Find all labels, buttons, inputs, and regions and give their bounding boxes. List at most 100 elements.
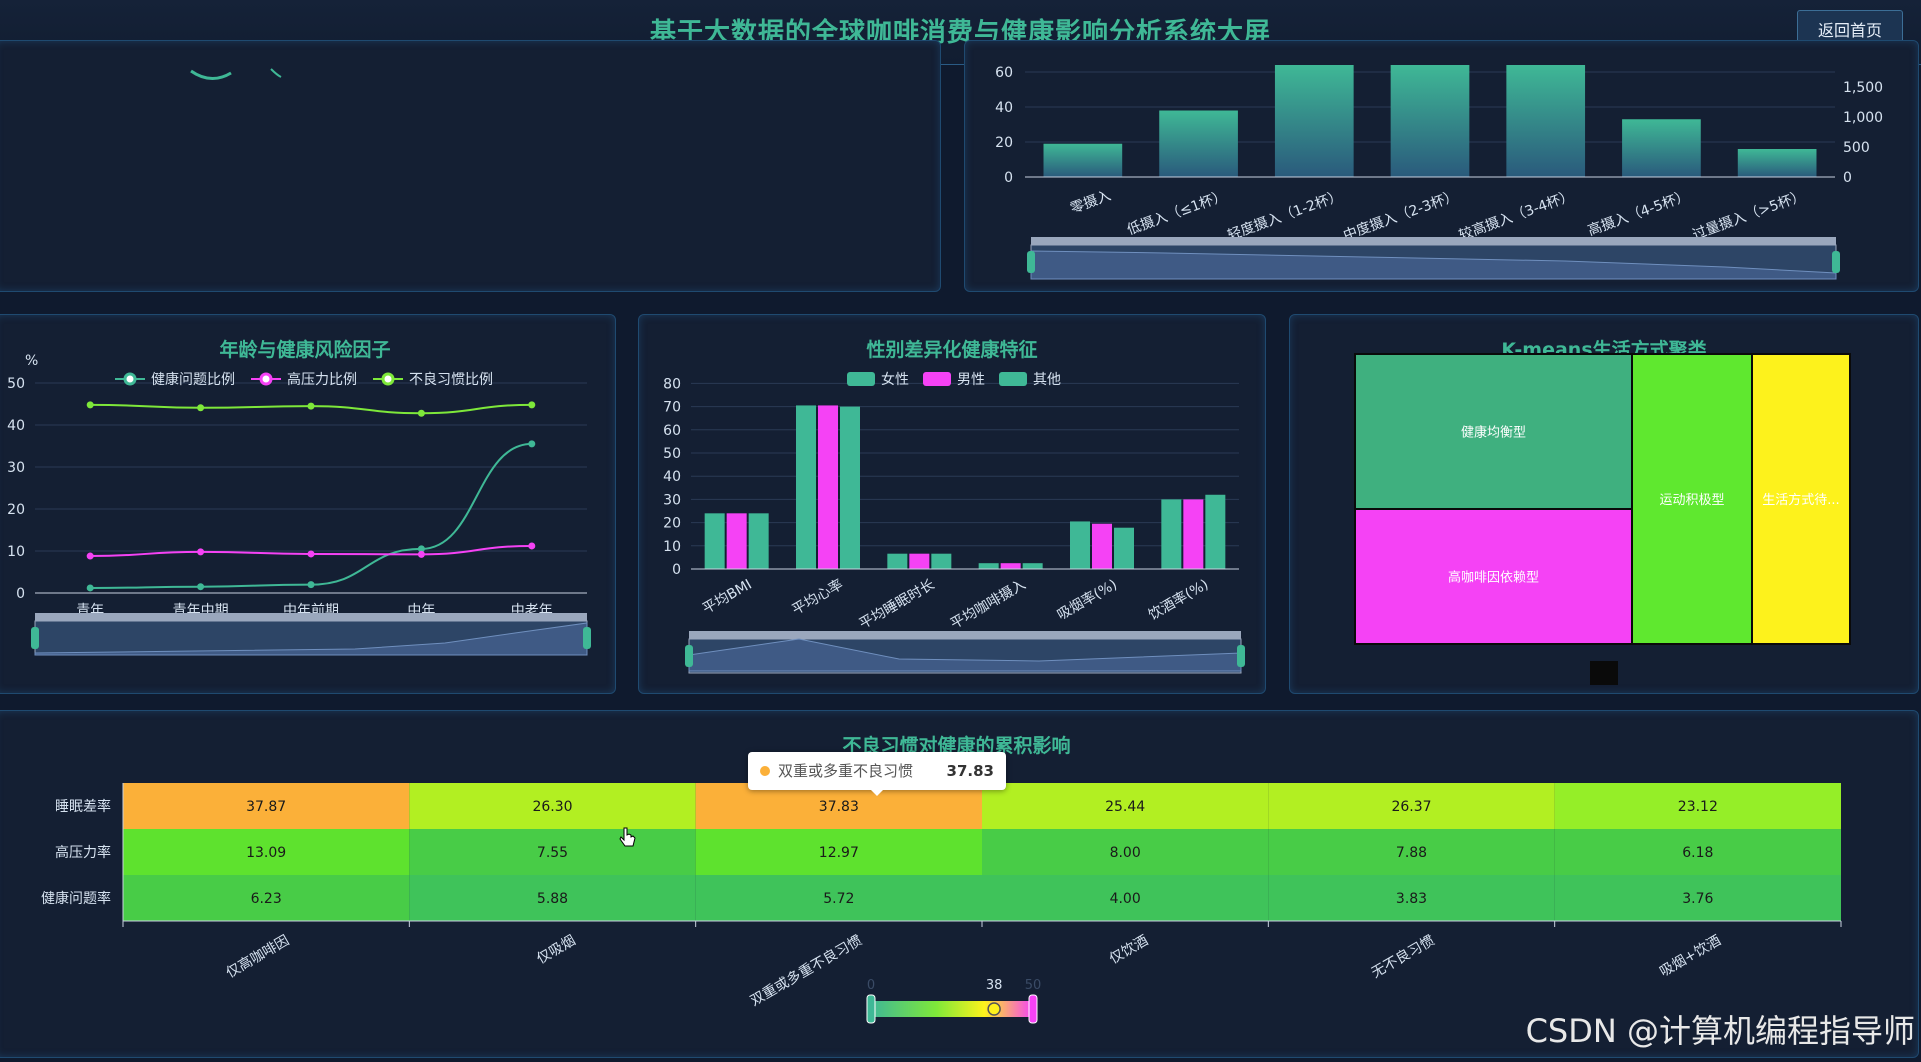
heatmap-chart-panel: 不良习惯对健康的累积影响 37.87 26.30 37.83 25.44 26.37 23… [0, 710, 1919, 1058]
gender-y-tick: 40 [663, 469, 681, 485]
heatmap-cell-value: 6.23 [251, 891, 282, 907]
age-y-tick: 30 [7, 460, 25, 476]
age-legend-marker [259, 372, 273, 386]
intake-y2-tick: 500 [1843, 140, 1870, 156]
heatmap-cell [1554, 783, 1841, 829]
tooltip-dot-icon [760, 766, 770, 776]
gender-y-tick: 70 [663, 400, 681, 416]
age-point [86, 584, 94, 592]
treemap-cell-label: 生活方式待... [1762, 492, 1839, 508]
gender-chart-title: 性别差异化健康特征 [866, 339, 1038, 361]
gender-bar [931, 553, 952, 569]
age-point [197, 404, 205, 412]
treemap-cell-label: 高咖啡因依赖型 [1448, 570, 1539, 586]
gender-zoom-slider[interactable] [685, 631, 1245, 674]
heatmap-cell-value: 13.09 [246, 845, 286, 861]
intake-zoom-slider[interactable] [1027, 237, 1840, 280]
intake-y2-tick: 1,000 [1843, 110, 1883, 126]
gender-legend-label: 女性 [881, 371, 909, 388]
heatmap-cell-value: 25.44 [1105, 799, 1145, 815]
heatmap-cell [409, 829, 696, 875]
intake-bar-chart: 0 20 40 60 0 500 1,000 1,500 零摄入 低摄入（≤1杯）轻度摄入（1-2… [995, 65, 1883, 280]
gender-x-tick: 饮酒率(%) [1145, 576, 1211, 624]
heatmap-cell [982, 829, 1269, 875]
treemap-cell [1633, 355, 1751, 643]
intake-y-tick: 60 [995, 65, 1013, 81]
top-left-panel [0, 40, 941, 292]
slider-shadow [1030, 250, 1837, 280]
visual-map-handle-left [866, 994, 876, 1024]
heatmap-x-tick: 仅饮酒 [1107, 933, 1151, 968]
visual-map-slider[interactable]: 0 50 38 [866, 978, 1042, 1024]
heatmap-cell [123, 875, 410, 921]
intake-bar [1737, 149, 1817, 177]
heatmap-y-tick: 高压力率 [55, 844, 111, 861]
heatmap-x-tick: 无不良习惯 [1368, 932, 1437, 982]
slider-handle-right [1832, 251, 1840, 273]
tooltip-value: 37.83 [946, 762, 994, 780]
heatmap-cell [1268, 783, 1555, 829]
gender-x-tick: 吸烟率(%) [1054, 576, 1120, 624]
gender-bar [909, 553, 930, 569]
intake-x-tick: 中度摄入（2-3杯） [1341, 188, 1460, 244]
gender-legend-label: 其他 [1033, 372, 1061, 388]
heatmap-cell-value: 37.83 [819, 799, 859, 815]
age-series-line [90, 442, 532, 589]
gender-legend-swatch [923, 372, 951, 386]
intake-bar [1043, 143, 1123, 177]
intake-bar [1506, 65, 1586, 177]
treemap-cell [1356, 355, 1631, 508]
slider-bar [1031, 237, 1836, 245]
slider-handle-right [583, 627, 591, 649]
gender-bar [704, 513, 725, 569]
heatmap-tooltip: 双重或多重不良习惯 37.83 [748, 752, 1006, 796]
heatmap-cell [695, 875, 982, 921]
heatmap-cell-value: 4.00 [1110, 891, 1141, 907]
gender-x-tick: 平均BMI [700, 577, 755, 618]
slider-handle-left [31, 627, 39, 649]
heatmap-cell [123, 829, 410, 875]
slider-handle-left [1027, 251, 1035, 273]
gender-legend-label: 男性 [957, 372, 985, 388]
intake-bar [1622, 119, 1701, 177]
leaf-decoration-icon [190, 68, 282, 80]
visual-map-bar [871, 1001, 1033, 1017]
heatmap-y-tick: 睡眠差率 [55, 798, 111, 815]
gender-legend-swatch [847, 372, 875, 386]
hand-cursor-icon [619, 827, 636, 847]
heatmap-cell-value: 3.76 [1682, 891, 1713, 907]
age-point [528, 401, 536, 409]
heatmap-cell [1554, 829, 1841, 875]
heatmap-cell-value: 8.00 [1110, 845, 1141, 861]
intake-chart-panel: 0 20 40 60 0 500 1,000 1,500 零摄入 低摄入（≤1杯） 轻度摄入（1-2… [964, 40, 1919, 292]
intake-x-tick: 高摄入（4-5杯） [1585, 187, 1691, 240]
gender-y-tick: 30 [663, 492, 681, 508]
age-y-tick: 40 [7, 418, 25, 434]
age-chart-title: 年龄与健康风险因子 [219, 339, 391, 361]
intake-y-tick: 20 [995, 135, 1013, 151]
age-point [86, 401, 94, 409]
intake-x-tick: 过量摄入（>5杯） [1690, 188, 1807, 244]
age-y-tick: 20 [7, 502, 25, 518]
visual-map-max: 50 [1025, 978, 1042, 993]
age-point [307, 581, 315, 589]
heatmap-cell [982, 783, 1269, 829]
gender-bar [818, 405, 838, 569]
heatmap-chart-title: 不良习惯对健康的累积影响 [842, 735, 1071, 757]
gender-y-tick: 60 [663, 423, 681, 439]
gender-bar [748, 513, 769, 569]
heatmap-cell-value: 26.37 [1391, 799, 1431, 815]
age-zoom-slider[interactable] [31, 613, 591, 656]
heatmap-x-tick: 吸烟+饮酒 [1657, 933, 1724, 981]
gender-x-tick: 平均咖啡摄入 [948, 577, 1029, 633]
treemap-cell [1356, 510, 1631, 643]
age-y-tick: 50 [7, 376, 25, 392]
gender-bar [796, 405, 816, 569]
age-unit-label: % [25, 353, 38, 369]
heatmap-cell-value: 23.12 [1678, 799, 1718, 815]
gender-bar [840, 406, 860, 569]
heatmap-x-tick: 仅吸烟 [534, 933, 578, 968]
heatmap-cell [982, 875, 1269, 921]
csdn-watermark: CSDN @计算机编程指导师 [1525, 1012, 1915, 1050]
